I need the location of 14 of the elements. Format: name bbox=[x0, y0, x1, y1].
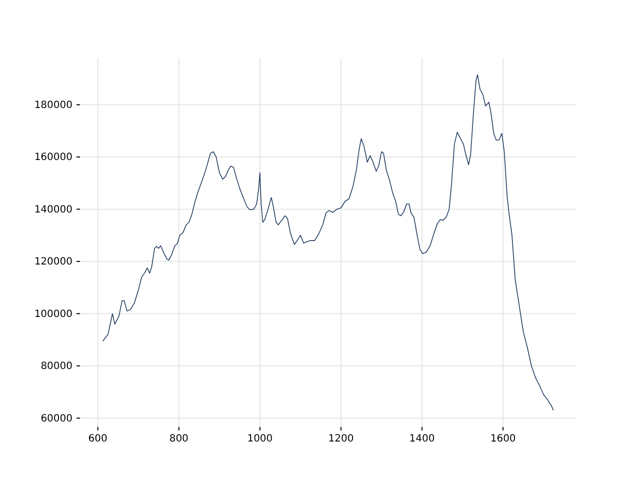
x-tick-label: 1400 bbox=[409, 434, 435, 445]
y-tick-label: 120000 bbox=[34, 256, 72, 268]
y-tick-label: 60000 bbox=[40, 413, 72, 424]
x-tick-label: 600 bbox=[88, 434, 108, 445]
y-tick-label: 140000 bbox=[34, 204, 72, 216]
y-tick-label: 80000 bbox=[40, 361, 72, 372]
x-tick-label: 1200 bbox=[328, 434, 354, 445]
y-tick-label: 180000 bbox=[34, 100, 72, 111]
x-tick-label: 1000 bbox=[247, 434, 273, 445]
y-tick-label: 100000 bbox=[34, 308, 72, 320]
x-tick-label: 1600 bbox=[490, 434, 516, 445]
y-tick-label: 160000 bbox=[34, 152, 72, 164]
x-tick-label: 800 bbox=[169, 434, 188, 445]
line-series bbox=[102, 74, 554, 411]
